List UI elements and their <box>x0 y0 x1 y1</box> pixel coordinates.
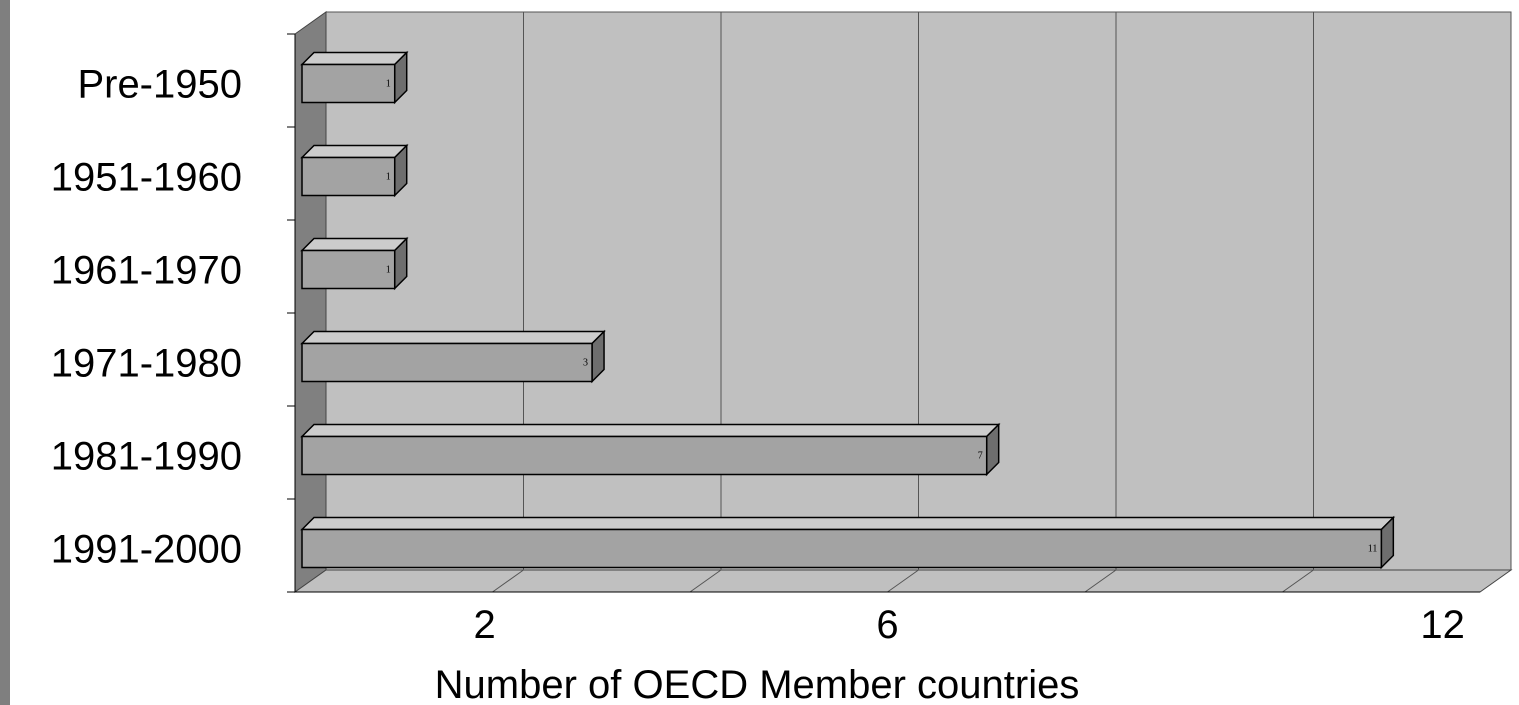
gridline-floor <box>1282 569 1314 593</box>
x-tick-label: 6 <box>876 603 898 647</box>
left-edge-strip <box>0 0 10 705</box>
bar-top-face <box>300 516 1396 531</box>
bar-front-face <box>301 435 988 476</box>
bar-1951-1960: 1 <box>300 143 409 198</box>
bar-1991-2000: 11 <box>300 515 1396 570</box>
bar-data-label: 11 <box>1368 544 1378 555</box>
bar-data-label: 1 <box>386 265 391 276</box>
bar-front-face <box>301 156 396 197</box>
bar-1961-1970: 1 <box>300 236 409 291</box>
category-label: 1991-2000 <box>51 528 242 572</box>
category-label: 1981-1990 <box>51 435 242 479</box>
x-tick-label: 2 <box>473 603 495 647</box>
gridlines <box>492 12 1314 593</box>
x-tick-labels: 2 6 12 <box>473 603 1464 647</box>
bar-front-face <box>301 63 396 104</box>
category-labels: Pre-1950 1951-1960 1961-1970 1971-1980 1981-… <box>51 63 242 572</box>
category-label: 1961-1970 <box>51 249 242 293</box>
gridline-floor <box>887 569 919 593</box>
bar-top-face <box>300 237 409 252</box>
y-axis <box>287 33 1480 593</box>
x-tick-label: 12 <box>1420 603 1465 647</box>
bar-data-label: 1 <box>386 79 391 90</box>
bar-data-label: 3 <box>583 358 588 369</box>
bar-front-face <box>301 249 396 290</box>
gridline-floor <box>492 569 524 593</box>
category-label: Pre-1950 <box>77 63 242 107</box>
bar-front-face <box>301 342 593 383</box>
bar-1981-1990: 7 <box>300 422 1001 477</box>
bar-top-face <box>300 330 606 345</box>
bar-front-face <box>301 528 1383 569</box>
bar-top-face <box>300 51 409 66</box>
bar-data-label: 1 <box>386 172 391 183</box>
bar-Pre-1950: 1 <box>300 50 409 105</box>
gridline-floor <box>689 569 722 593</box>
category-label: 1971-1980 <box>51 342 242 386</box>
bar-top-face <box>300 423 1001 438</box>
bar-1971-1980: 3 <box>300 329 606 384</box>
bar-data-label: 7 <box>978 451 983 462</box>
x-axis-title: Number of OECD Member countries <box>435 663 1080 705</box>
bar-top-face <box>300 144 409 159</box>
gridline-floor <box>1084 569 1117 593</box>
category-label: 1951-1960 <box>51 156 242 200</box>
